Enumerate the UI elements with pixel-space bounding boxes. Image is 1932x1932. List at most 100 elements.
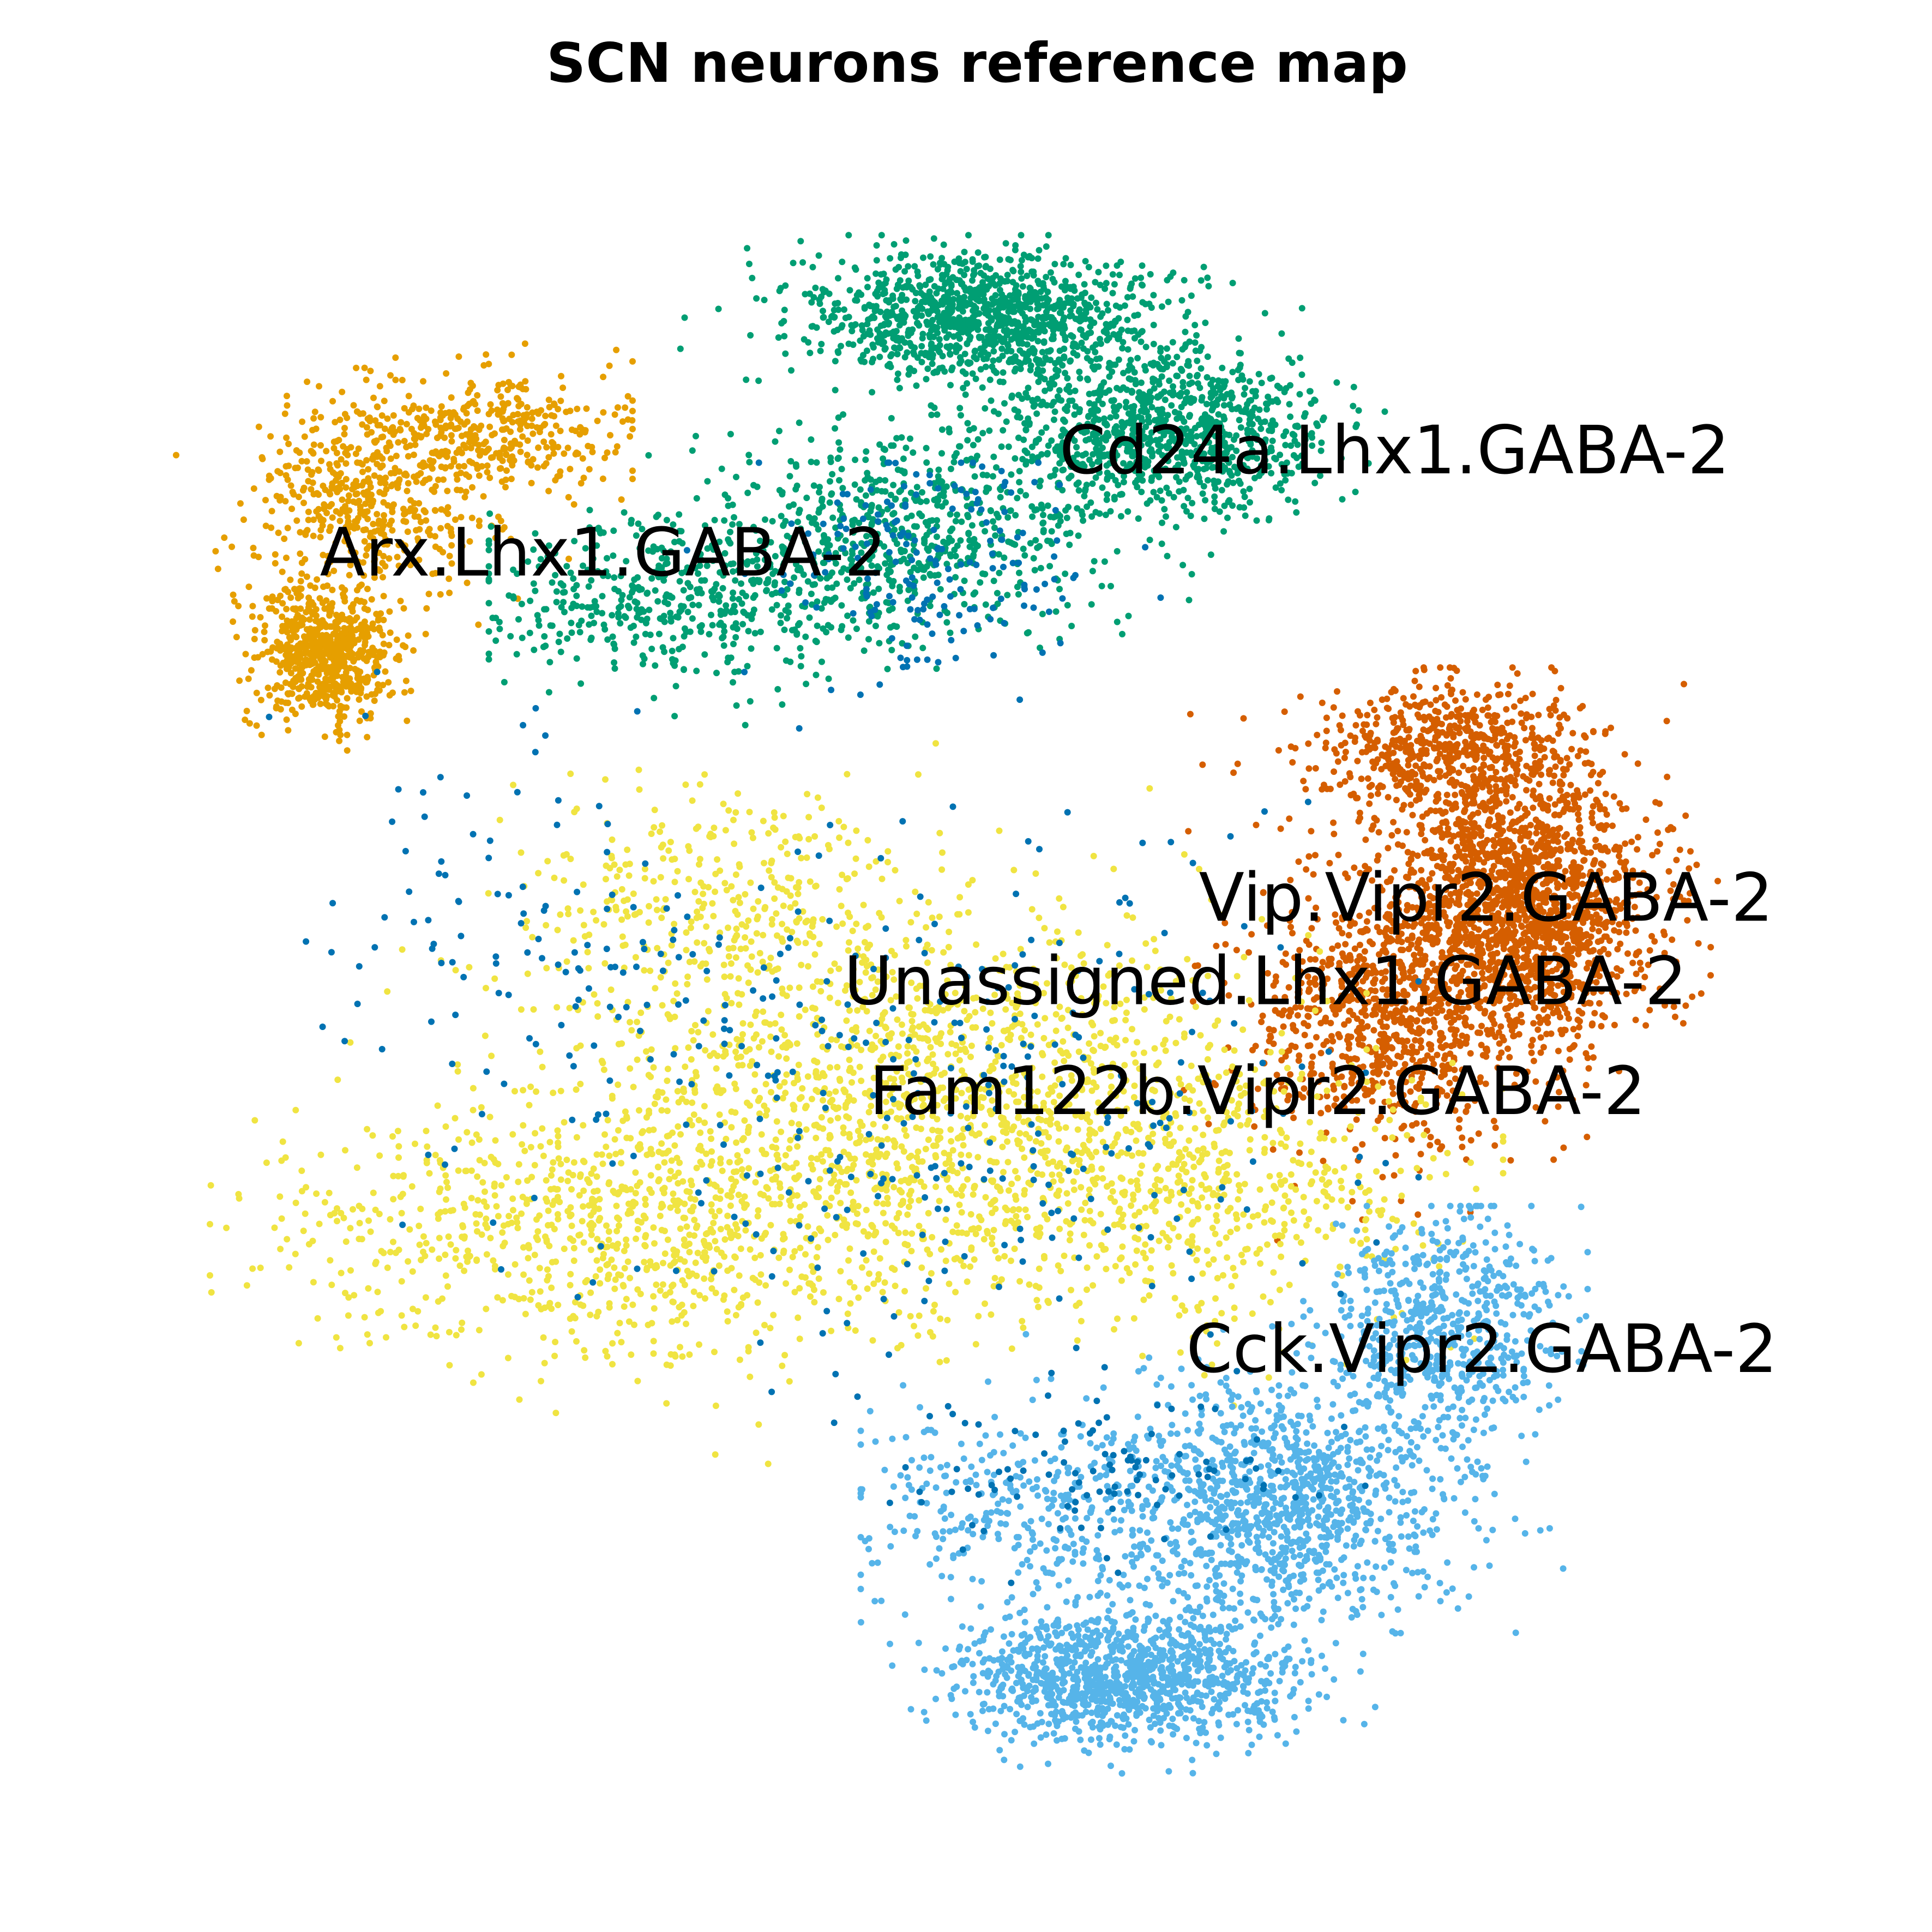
data-point [828, 624, 835, 631]
data-point [1333, 379, 1340, 386]
data-point [743, 593, 749, 600]
data-point [954, 511, 960, 518]
data-point [341, 598, 348, 605]
data-point [321, 501, 328, 508]
data-point [1150, 489, 1157, 496]
data-point [1209, 400, 1215, 407]
data-point [1005, 443, 1012, 450]
data-point [1038, 429, 1045, 436]
data-point [1036, 327, 1043, 334]
data-point [689, 601, 696, 609]
data-point [922, 298, 929, 305]
data-point [953, 450, 960, 457]
data-point [342, 484, 350, 491]
data-point [273, 703, 280, 710]
data-point [1037, 322, 1044, 328]
data-point [940, 241, 947, 248]
data-point [865, 636, 872, 643]
data-point [681, 666, 687, 673]
data-point [475, 621, 482, 628]
data-point [507, 382, 514, 389]
data-point [865, 316, 872, 323]
data-point [600, 409, 607, 416]
data-point [1158, 303, 1165, 310]
data-point [363, 655, 370, 662]
data-point [300, 499, 307, 507]
data-point [586, 621, 593, 628]
data-point [839, 485, 846, 492]
data-point [985, 320, 992, 327]
data-point [1040, 528, 1047, 535]
data-point [962, 391, 969, 398]
data-point [262, 497, 269, 504]
data-point [938, 450, 945, 457]
data-point [931, 300, 938, 307]
data-point [284, 641, 291, 648]
data-point [1229, 369, 1236, 376]
data-point [992, 282, 999, 289]
data-point [1115, 335, 1122, 342]
data-point [411, 473, 417, 480]
data-point [568, 426, 575, 434]
data-point [1165, 298, 1172, 305]
data-point [556, 630, 563, 637]
data-point [813, 324, 820, 331]
data-point [661, 599, 669, 606]
data-point [790, 260, 797, 267]
data-point [1209, 376, 1216, 383]
data-point [983, 355, 990, 362]
data-point [214, 565, 221, 573]
data-point [351, 617, 358, 624]
data-point [513, 651, 520, 658]
data-point [299, 670, 306, 677]
data-point [896, 488, 903, 495]
data-point [1037, 564, 1044, 571]
data-point [441, 434, 448, 441]
data-point [323, 650, 330, 657]
data-point [1373, 720, 1380, 727]
data-point [1220, 402, 1227, 409]
data-point [797, 663, 804, 670]
data-point [860, 333, 867, 340]
data-point [318, 458, 324, 465]
data-point [1082, 258, 1089, 264]
data-point [367, 368, 374, 375]
data-point [906, 365, 913, 372]
data-point [864, 474, 871, 481]
data-point [284, 525, 291, 532]
data-point [384, 415, 391, 422]
data-point [405, 480, 412, 487]
data-point [938, 297, 946, 304]
data-point [509, 419, 516, 426]
data-point [1676, 846, 1683, 853]
data-point [1163, 513, 1169, 520]
data-point [404, 487, 411, 495]
data-point [1056, 387, 1063, 394]
data-point [567, 407, 574, 414]
data-point [359, 468, 366, 476]
data-point [1018, 268, 1025, 275]
data-point [298, 614, 305, 621]
data-point [876, 353, 883, 360]
data-point [920, 292, 927, 299]
data-point [1017, 263, 1024, 270]
data-point [736, 595, 742, 603]
data-point [417, 470, 424, 477]
data-point [1211, 499, 1218, 506]
data-point [1350, 402, 1357, 410]
data-point [930, 235, 937, 242]
data-point [344, 695, 351, 702]
data-point [725, 502, 732, 509]
data-point [561, 450, 568, 457]
data-point [892, 496, 899, 503]
data-point [876, 640, 883, 647]
data-point [374, 403, 381, 410]
data-point [676, 646, 683, 653]
data-point [1616, 800, 1623, 807]
data-point [1131, 327, 1138, 334]
data-point [860, 647, 868, 654]
data-point [1242, 384, 1249, 392]
data-point [1155, 381, 1163, 388]
data-point [755, 377, 762, 384]
data-point [962, 302, 970, 309]
